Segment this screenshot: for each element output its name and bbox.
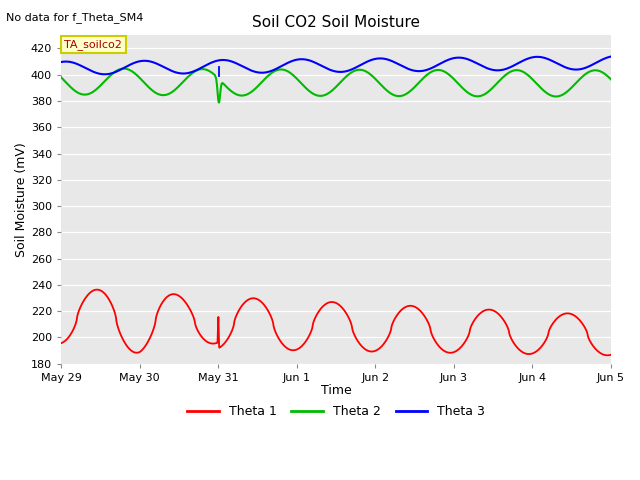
Y-axis label: Soil Moisture (mV): Soil Moisture (mV) bbox=[15, 142, 28, 257]
Legend: Theta 1, Theta 2, Theta 3: Theta 1, Theta 2, Theta 3 bbox=[182, 400, 490, 423]
Title: Soil CO2 Soil Moisture: Soil CO2 Soil Moisture bbox=[252, 15, 420, 30]
Text: TA_soilco2: TA_soilco2 bbox=[65, 39, 122, 50]
Text: No data for f_Theta_SM4: No data for f_Theta_SM4 bbox=[6, 12, 144, 23]
X-axis label: Time: Time bbox=[321, 384, 351, 397]
